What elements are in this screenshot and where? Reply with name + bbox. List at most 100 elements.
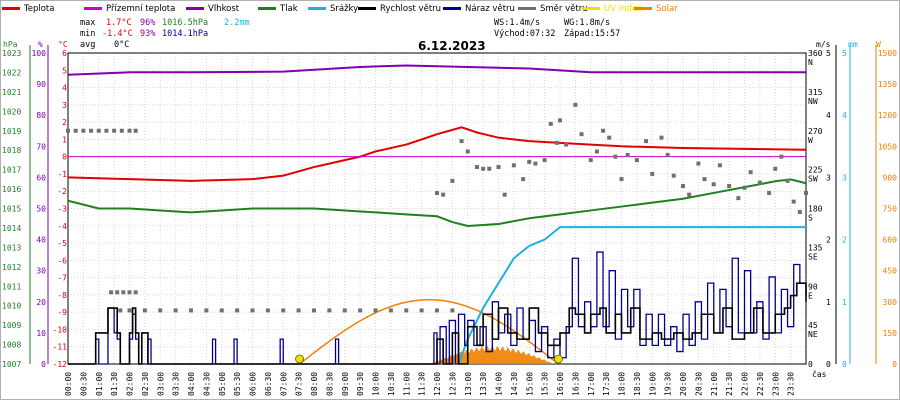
wind-direction-dot [594, 149, 599, 154]
x-tick-label: 10:30 [387, 372, 396, 396]
tick-label-pct: 90 [36, 80, 46, 89]
tick-label-w: 0 [892, 360, 897, 369]
tick-label-pct: 100 [32, 49, 47, 58]
tick-label-w: 300 [883, 298, 898, 307]
legend-label: UV index [604, 3, 642, 14]
wind-direction-dot [296, 308, 301, 313]
wind-direction-dot [554, 140, 559, 145]
wind-direction-dot [791, 199, 796, 204]
tick-label-hpa: 1021 [2, 88, 21, 97]
wind-direction-dot [717, 163, 722, 168]
wind-direction-dot [779, 154, 784, 159]
legend-item: Rychlost větru [358, 3, 441, 14]
tick-label-hpa: 1007 [2, 360, 21, 369]
wind-direction-dot [650, 171, 655, 176]
tick-label-hpa: 1019 [2, 127, 21, 136]
wind-direction-dot [173, 308, 178, 313]
x-tick-label: 05:30 [233, 372, 242, 396]
stat-max-temp: 1.7°C [106, 18, 132, 28]
tick-label-dir: 0 [808, 360, 813, 369]
tick-label-w: 600 [883, 236, 898, 245]
x-tick-label: 03:30 [172, 372, 181, 396]
legend-swatch [258, 7, 276, 10]
x-tick-label: 17:00 [587, 372, 596, 396]
wind-direction-dot [66, 128, 70, 133]
series-teplota [67, 126, 807, 182]
tick-label-ms: 2 [826, 236, 831, 245]
legend-swatch [186, 7, 204, 10]
wind-direction-dot [579, 132, 584, 137]
axis-unit-pct: % [38, 40, 43, 49]
tick-label-degc: -4 [57, 222, 67, 231]
tick-label-w: 900 [883, 173, 898, 182]
wind-direction-dot [158, 308, 163, 313]
tick-label-degc: -1 [57, 170, 67, 179]
legend-label: Přízemní teplota [106, 3, 176, 14]
wind-direction-dot [702, 177, 707, 182]
x-tick-label: 18:00 [618, 372, 627, 396]
wind-direction-dot [487, 166, 492, 171]
wind-direction-dot [250, 308, 255, 313]
stat-avg-label: avg [80, 40, 96, 50]
tick-label-degc: -5 [57, 239, 67, 248]
tick-label-degc: -12 [53, 360, 68, 369]
tick-label-hpa: 1015 [2, 205, 21, 214]
x-tick-label: 02:00 [126, 372, 135, 396]
legend-item: Tlak [258, 3, 298, 14]
stat-min-temp: -1.4°C [102, 29, 133, 39]
wind-direction-dot [625, 152, 630, 157]
wind-direction-dot [527, 159, 532, 164]
wind-direction-dot [671, 173, 676, 178]
tick-label-degc: -2 [57, 187, 67, 196]
legend-item: Solar [634, 3, 678, 14]
tick-label-w: 450 [883, 267, 898, 276]
tick-label-pct: 80 [36, 111, 46, 120]
series-tlak [67, 178, 807, 228]
stat-min-hum: 93% [140, 29, 156, 39]
wind-direction-dot [542, 158, 547, 163]
tick-label-hpa: 1012 [2, 263, 21, 272]
tick-label-hpa: 1020 [2, 107, 21, 116]
stat-wg: WG:1.8m/s [564, 18, 611, 28]
legend-swatch [308, 7, 326, 10]
wind-direction-dot [104, 128, 109, 133]
wind-direction-dot [312, 308, 316, 313]
legend-swatch [634, 7, 652, 10]
x-tick-label: 20:00 [679, 372, 688, 396]
wind-direction-dot [748, 170, 753, 175]
stat-avg-temp: 0°C [114, 40, 130, 50]
stat-rain: 2.2mm [224, 18, 250, 28]
tick-label-pct: 20 [36, 298, 46, 307]
wind-direction-dot [342, 308, 347, 313]
wind-direction-dot [681, 184, 685, 189]
tick-label-pct: 30 [36, 267, 46, 276]
wind-direction-dot [558, 118, 562, 123]
x-tick-label: 11:30 [418, 372, 427, 396]
tick-label-w: 1500 [878, 49, 897, 58]
wind-direction-dot [450, 178, 455, 183]
wind-direction-dot [564, 142, 569, 147]
wind-direction-dot [265, 308, 270, 313]
tick-label-hpa: 1013 [2, 243, 21, 252]
wind-direction-dot [435, 190, 439, 195]
legend: Teplota Přízemní teplota Vlhkost Tlak Srážky… [0, 0, 900, 16]
wind-direction-dot [89, 128, 94, 133]
legend-swatch [2, 7, 20, 10]
wind-direction-dot [613, 154, 618, 159]
wind-direction-dot [121, 290, 126, 295]
legend-item: Směr větru [518, 3, 588, 14]
wind-direction-dot [133, 128, 138, 133]
x-tick-label: 21:00 [710, 372, 719, 396]
axis-unit-hpa: hPa [3, 40, 18, 49]
wind-direction-dot [687, 192, 692, 197]
wind-direction-dot [142, 308, 147, 313]
wind-direction-dot [358, 308, 363, 313]
legend-swatch [358, 7, 376, 10]
tick-label-pct: 10 [36, 329, 46, 338]
x-axis-label: čas [812, 369, 827, 379]
tick-label-degc: 5 [62, 66, 67, 75]
stat-max-label: max [80, 18, 96, 28]
legend-item: Přízemní teplota [84, 3, 175, 14]
wind-direction-dot [573, 102, 578, 107]
x-tick-label: 00:30 [79, 372, 88, 396]
